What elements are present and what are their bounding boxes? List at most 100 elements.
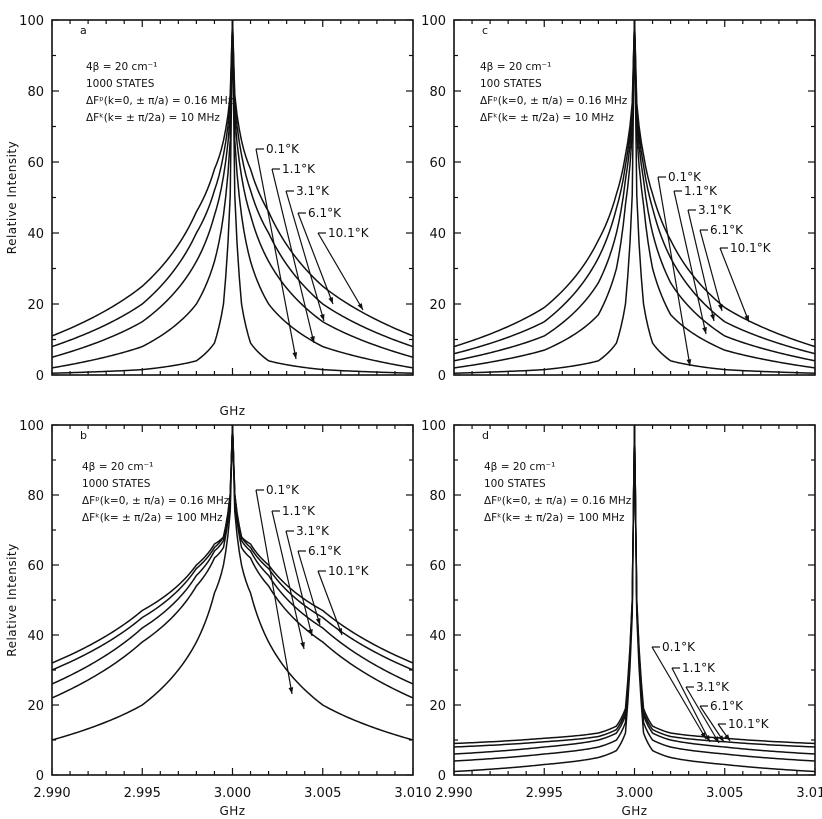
- arrowhead: [713, 736, 719, 743]
- y-tick-label: 100: [19, 14, 44, 29]
- series-line-3.1K: [454, 20, 815, 362]
- parameter-annotation: 4β = 20 cm⁻¹: [82, 461, 153, 473]
- y-tick-label: 40: [27, 629, 44, 644]
- arrowhead: [292, 352, 298, 359]
- parameter-annotation: ΔFᵖ(k=0, ± π/a) = 0.16 MHz: [82, 495, 230, 507]
- series-line-0.1K: [454, 425, 815, 773]
- panel-d: 0 20 40 60 80 100 2.990 2.995 3.000 3.005 3.010 GHz…: [421, 419, 822, 818]
- arrowhead: [337, 628, 342, 635]
- x-tick-label: 3.010: [394, 786, 431, 801]
- leader-line: [657, 176, 691, 367]
- series-line-1.1K: [52, 20, 413, 369]
- series-label: 6.1°K: [308, 544, 342, 558]
- y-tick-label: 80: [27, 489, 44, 504]
- panel-label: c: [482, 24, 488, 37]
- series-line-10.1K: [454, 20, 815, 348]
- leader-line: [687, 209, 715, 322]
- leader-line: [671, 667, 711, 743]
- arrowhead: [700, 732, 706, 739]
- y-tick-label: 40: [27, 227, 44, 242]
- arrowhead: [744, 315, 749, 322]
- panel-label: b: [80, 429, 87, 442]
- parameter-annotation: ΔFᵖ(k=0, ± π/a) = 0.16 MHz: [86, 95, 234, 107]
- series-line-6.1K: [52, 20, 413, 348]
- y-tick-label: 100: [19, 419, 44, 434]
- y-tick-label: 60: [27, 156, 44, 171]
- series-line-3.1K: [52, 20, 413, 358]
- leader-line: [297, 550, 321, 626]
- y-tick-label: 40: [429, 629, 446, 644]
- series-label: 10.1°K: [728, 717, 770, 731]
- series-label: 3.1°K: [296, 184, 330, 198]
- y-tick-label: 0: [438, 769, 446, 784]
- parameter-annotation: 1000 STATES: [82, 478, 151, 490]
- arrowhead: [308, 629, 313, 636]
- x-axis-label: GHz: [219, 404, 245, 418]
- series-label: 1.1°K: [282, 504, 316, 518]
- series-label: 3.1°K: [696, 680, 730, 694]
- parameter-annotation: ΔFᵏ(k= ± π/2a) = 100 MHz: [82, 512, 223, 524]
- arrowhead: [702, 327, 707, 334]
- series-label: 6.1°K: [710, 699, 744, 713]
- parameter-annotation: 4β = 20 cm⁻¹: [480, 61, 551, 73]
- x-tick-label: 3.000: [616, 786, 653, 801]
- arrowhead: [315, 618, 321, 625]
- series-label: 3.1°K: [698, 203, 732, 217]
- leader-line: [255, 148, 297, 360]
- series-line-1.1K: [454, 20, 815, 369]
- series-line-10.1K: [52, 20, 413, 337]
- series-line-3.1K: [454, 425, 815, 755]
- leader-line: [297, 212, 334, 305]
- parameter-annotation: ΔFᵏ(k= ± π/2a) = 100 MHz: [484, 512, 625, 524]
- series-line-10.1K: [52, 425, 413, 664]
- parameter-annotation: ΔFᵖ(k=0, ± π/a) = 0.16 MHz: [484, 495, 632, 507]
- parameter-annotation: 4β = 20 cm⁻¹: [484, 461, 555, 473]
- x-tick-label: 2.990: [33, 786, 70, 801]
- parameter-annotation: ΔFᵏ(k= ± π/2a) = 10 MHz: [480, 112, 614, 124]
- series-label: 10.1°K: [730, 241, 772, 255]
- y-axis-label: Relative Intensity: [5, 543, 19, 656]
- series-label: 0.1°K: [662, 640, 696, 654]
- arrowhead: [319, 314, 325, 321]
- arrowhead: [724, 734, 730, 741]
- parameter-annotation: ΔFᵖ(k=0, ± π/a) = 0.16 MHz: [480, 95, 628, 107]
- y-tick-label: 20: [27, 699, 44, 714]
- y-tick-label: 60: [429, 156, 446, 171]
- series-label: 1.1°K: [282, 162, 316, 176]
- arrowhead: [710, 314, 715, 321]
- y-tick-label: 0: [438, 369, 446, 384]
- series-label: 1.1°K: [684, 184, 718, 198]
- series-label: 6.1°K: [710, 223, 744, 237]
- series-line-10.1K: [454, 425, 815, 745]
- leader-line: [285, 530, 313, 637]
- curves: [454, 425, 815, 773]
- series-label: 1.1°K: [682, 661, 716, 675]
- x-tick-label: 3.005: [304, 786, 341, 801]
- arrowhead: [718, 735, 724, 742]
- x-tick-label: 2.995: [526, 786, 563, 801]
- series-line-3.1K: [52, 425, 413, 685]
- series-line-0.1K: [52, 425, 413, 741]
- y-tick-label: 60: [429, 559, 446, 574]
- y-axis-label: Relative Intensity: [5, 141, 19, 254]
- y-tick-label: 80: [429, 489, 446, 504]
- series-line-1.1K: [454, 425, 815, 762]
- series-label: 0.1°K: [266, 483, 300, 497]
- curves: [52, 20, 413, 374]
- series-label: 6.1°K: [308, 206, 342, 220]
- x-tick-label: 2.990: [435, 786, 472, 801]
- arrowhead: [310, 336, 315, 343]
- leader-line: [255, 489, 293, 695]
- arrowhead: [717, 304, 723, 311]
- y-tick-label: 20: [429, 298, 446, 313]
- y-tick-label: 0: [36, 369, 44, 384]
- x-tick-label: 2.995: [124, 786, 161, 801]
- y-tick-label: 20: [429, 699, 446, 714]
- x-axis-label: GHz: [621, 804, 647, 818]
- leader-line: [685, 686, 720, 744]
- parameter-annotation: 4β = 20 cm⁻¹: [86, 61, 157, 73]
- y-tick-label: 0: [36, 769, 44, 784]
- arrowhead: [704, 735, 710, 742]
- y-tick-label: 40: [429, 227, 446, 242]
- panel-label: a: [80, 24, 87, 37]
